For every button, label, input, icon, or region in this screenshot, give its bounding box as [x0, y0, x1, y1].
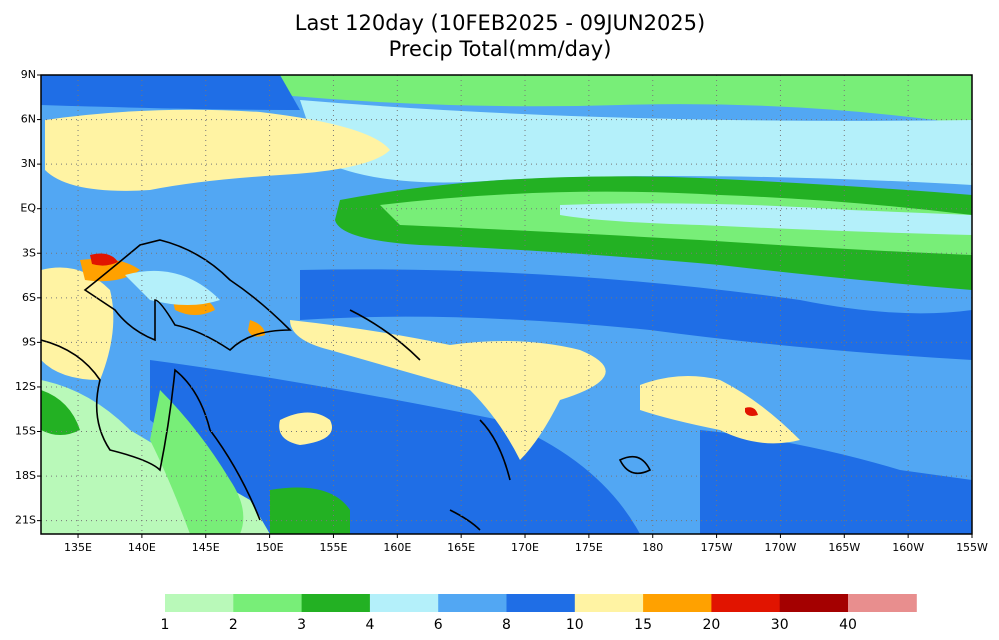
x-tick-label: 150E	[256, 541, 284, 554]
y-tick-label: 3N	[21, 157, 36, 170]
x-tick-label: 160E	[383, 541, 411, 554]
y-tick-label: 6N	[21, 113, 36, 126]
colorbar-label: 20	[702, 617, 720, 633]
y-tick-label: 3S	[22, 246, 36, 259]
colorbar-label: 4	[365, 617, 374, 633]
x-tick-label: 140E	[128, 541, 156, 554]
precip-region	[150, 390, 244, 534]
precip-region	[41, 390, 80, 435]
colorbar-label: 30	[771, 617, 789, 633]
precip-region	[745, 407, 758, 416]
y-tick-label: 18S	[15, 469, 36, 482]
x-tick-label: 145E	[192, 541, 220, 554]
precip-region	[270, 487, 350, 534]
colorbar-label: 3	[297, 617, 306, 633]
x-tick-label: 155W	[956, 541, 988, 554]
x-tick-label: 170W	[764, 541, 796, 554]
subtitle: Precip Total(mm/day)	[389, 37, 612, 61]
precip-region	[290, 320, 606, 460]
precip-region	[300, 269, 972, 360]
precip-region	[560, 203, 972, 235]
x-tick-label: 135E	[64, 541, 92, 554]
colorbar-segment	[848, 594, 917, 612]
colorbar-segment	[574, 594, 644, 612]
precip-region	[640, 376, 800, 444]
colorbar-segment	[779, 594, 849, 612]
x-tick-label: 170E	[511, 541, 539, 554]
y-tick-label: 6S	[22, 291, 36, 304]
colorbar-label: 2	[229, 617, 238, 633]
colorbar-label: 40	[839, 617, 857, 633]
precip-region	[41, 267, 114, 380]
colorbar-segment	[506, 594, 576, 612]
precip-region	[125, 270, 220, 305]
colorbar-label: 1	[161, 617, 170, 633]
precip-region	[280, 75, 972, 125]
y-tick-label: EQ	[20, 202, 36, 215]
colorbar-segment	[438, 594, 507, 612]
precip-region	[45, 109, 390, 191]
colorbar-label: 15	[634, 617, 652, 633]
precip-region	[700, 430, 972, 534]
precip-region	[90, 253, 118, 266]
precip-region	[300, 100, 972, 185]
x-tick-label: 175W	[701, 541, 733, 554]
precip-region	[41, 75, 300, 110]
x-tick-label: 165E	[447, 541, 475, 554]
map-frame	[40, 74, 973, 535]
title: Last 120day (10FEB2025 - 09JUN2025)	[295, 11, 705, 35]
colorbar-segment	[301, 594, 371, 612]
y-tick-label: 21S	[15, 514, 36, 527]
x-tick-label: 165W	[828, 541, 860, 554]
colorbar-segment	[233, 594, 303, 612]
precip-field	[41, 75, 972, 534]
colorbar-segment	[711, 594, 781, 612]
colorbar-label: 10	[566, 617, 584, 633]
x-tick-label: 175E	[575, 541, 603, 554]
colorbar-segment	[165, 594, 234, 612]
x-tick-label: 180	[642, 541, 663, 554]
colorbar-segment	[369, 594, 439, 612]
y-tick-label: 9S	[22, 335, 36, 348]
colorbar-label: 6	[434, 617, 443, 633]
x-tick-label: 155E	[319, 541, 347, 554]
precip-region	[279, 412, 332, 445]
colorbar-label: 8	[502, 617, 511, 633]
x-tick-label: 160W	[892, 541, 924, 554]
y-tick-label: 12S	[15, 380, 36, 393]
y-tick-label: 15S	[15, 425, 36, 438]
y-tick-label: 9N	[21, 68, 36, 81]
colorbar-segment	[643, 594, 712, 612]
